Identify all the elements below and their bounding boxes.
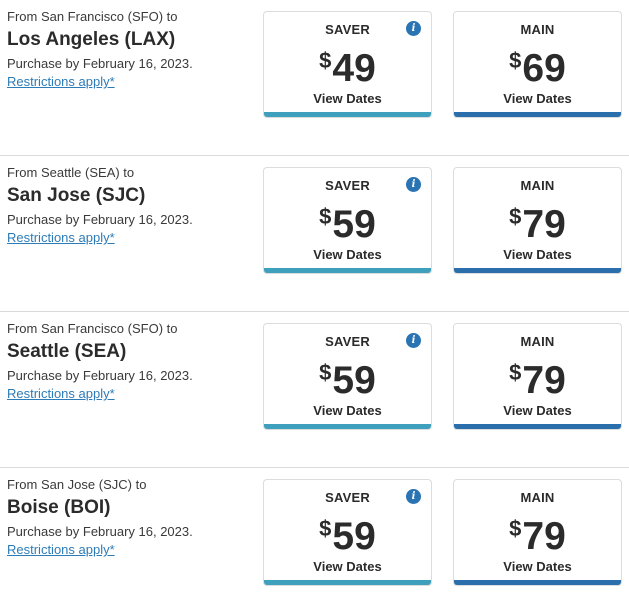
route-origin: From San Francisco (SFO) to: [7, 9, 178, 24]
purchase-deadline: Purchase by February 16, 2023.: [7, 524, 193, 539]
fare-price: $79: [454, 352, 621, 402]
currency-symbol: $: [509, 516, 522, 541]
purchase-deadline: Purchase by February 16, 2023.: [7, 212, 193, 227]
fare-accent-bar: [264, 268, 431, 273]
route-row: From Seattle (SEA) to San Jose (SJC) Pur…: [0, 156, 629, 312]
fare-class-label: MAIN: [520, 490, 555, 505]
route-info: From Seattle (SEA) to San Jose (SJC) Pur…: [7, 164, 257, 247]
restrictions-link[interactable]: Restrictions apply*: [7, 386, 115, 401]
view-dates-label: View Dates: [313, 247, 382, 262]
currency-symbol: $: [509, 48, 522, 73]
restrictions-link[interactable]: Restrictions apply*: [7, 74, 115, 89]
saver-fare-card[interactable]: i SAVER $59 View Dates: [263, 479, 432, 586]
fare-class-label: SAVER: [325, 490, 370, 505]
price-amount: 79: [522, 359, 566, 402]
fare-price: $79: [454, 508, 621, 558]
route-info: From San Jose (SJC) to Boise (BOI) Purch…: [7, 476, 257, 559]
route-row: From San Francisco (SFO) to Los Angeles …: [0, 0, 629, 156]
main-fare-card[interactable]: MAIN $69 View Dates: [453, 11, 622, 118]
currency-symbol: $: [319, 360, 332, 385]
purchase-deadline: Purchase by February 16, 2023.: [7, 56, 193, 71]
saver-fare-card[interactable]: i SAVER $49 View Dates: [263, 11, 432, 118]
saver-fare-card[interactable]: i SAVER $59 View Dates: [263, 323, 432, 430]
fare-accent-bar: [264, 112, 431, 117]
fare-price: $79: [454, 196, 621, 246]
fare-class-label: SAVER: [325, 334, 370, 349]
route-destination: Los Angeles (LAX): [7, 29, 176, 50]
route-destination: San Jose (SJC): [7, 185, 146, 206]
fare-accent-bar: [454, 268, 621, 273]
saver-fare-card[interactable]: i SAVER $59 View Dates: [263, 167, 432, 274]
price-amount: 59: [332, 203, 376, 246]
fare-class-label: MAIN: [520, 22, 555, 37]
route-row: From San Francisco (SFO) to Seattle (SEA…: [0, 312, 629, 468]
info-icon[interactable]: i: [406, 21, 421, 36]
fare-class-label: MAIN: [520, 334, 555, 349]
main-fare-card[interactable]: MAIN $79 View Dates: [453, 479, 622, 586]
view-dates-label: View Dates: [313, 91, 382, 106]
view-dates-label: View Dates: [503, 403, 572, 418]
main-fare-card[interactable]: MAIN $79 View Dates: [453, 323, 622, 430]
view-dates-label: View Dates: [503, 559, 572, 574]
price-amount: 59: [332, 359, 376, 402]
fare-class-label: MAIN: [520, 178, 555, 193]
price-amount: 59: [332, 515, 376, 558]
fare-accent-bar: [454, 580, 621, 585]
fare-accent-bar: [264, 580, 431, 585]
fare-price: $49: [264, 40, 431, 90]
price-amount: 79: [522, 515, 566, 558]
price-amount: 49: [332, 47, 376, 90]
price-amount: 69: [522, 47, 566, 90]
currency-symbol: $: [509, 204, 522, 229]
view-dates-label: View Dates: [503, 91, 572, 106]
price-amount: 79: [522, 203, 566, 246]
restrictions-link[interactable]: Restrictions apply*: [7, 230, 115, 245]
view-dates-label: View Dates: [313, 403, 382, 418]
fare-price: $59: [264, 352, 431, 402]
fare-accent-bar: [454, 424, 621, 429]
fare-price: $59: [264, 196, 431, 246]
fare-price: $59: [264, 508, 431, 558]
fare-accent-bar: [454, 112, 621, 117]
view-dates-label: View Dates: [503, 247, 572, 262]
route-destination: Seattle (SEA): [7, 341, 127, 362]
route-destination: Boise (BOI): [7, 497, 111, 518]
fare-price: $69: [454, 40, 621, 90]
main-fare-card[interactable]: MAIN $79 View Dates: [453, 167, 622, 274]
info-icon[interactable]: i: [406, 333, 421, 348]
fare-accent-bar: [264, 424, 431, 429]
fare-class-label: SAVER: [325, 22, 370, 37]
currency-symbol: $: [319, 516, 332, 541]
view-dates-label: View Dates: [313, 559, 382, 574]
purchase-deadline: Purchase by February 16, 2023.: [7, 368, 193, 383]
route-row: From San Jose (SJC) to Boise (BOI) Purch…: [0, 468, 629, 605]
currency-symbol: $: [319, 48, 332, 73]
info-icon[interactable]: i: [406, 489, 421, 504]
route-origin: From San Francisco (SFO) to: [7, 321, 178, 336]
info-icon[interactable]: i: [406, 177, 421, 192]
route-origin: From San Jose (SJC) to: [7, 477, 147, 492]
route-origin: From Seattle (SEA) to: [7, 165, 135, 180]
restrictions-link[interactable]: Restrictions apply*: [7, 542, 115, 557]
fare-class-label: SAVER: [325, 178, 370, 193]
route-info: From San Francisco (SFO) to Los Angeles …: [7, 8, 257, 91]
currency-symbol: $: [509, 360, 522, 385]
currency-symbol: $: [319, 204, 332, 229]
route-info: From San Francisco (SFO) to Seattle (SEA…: [7, 320, 257, 403]
